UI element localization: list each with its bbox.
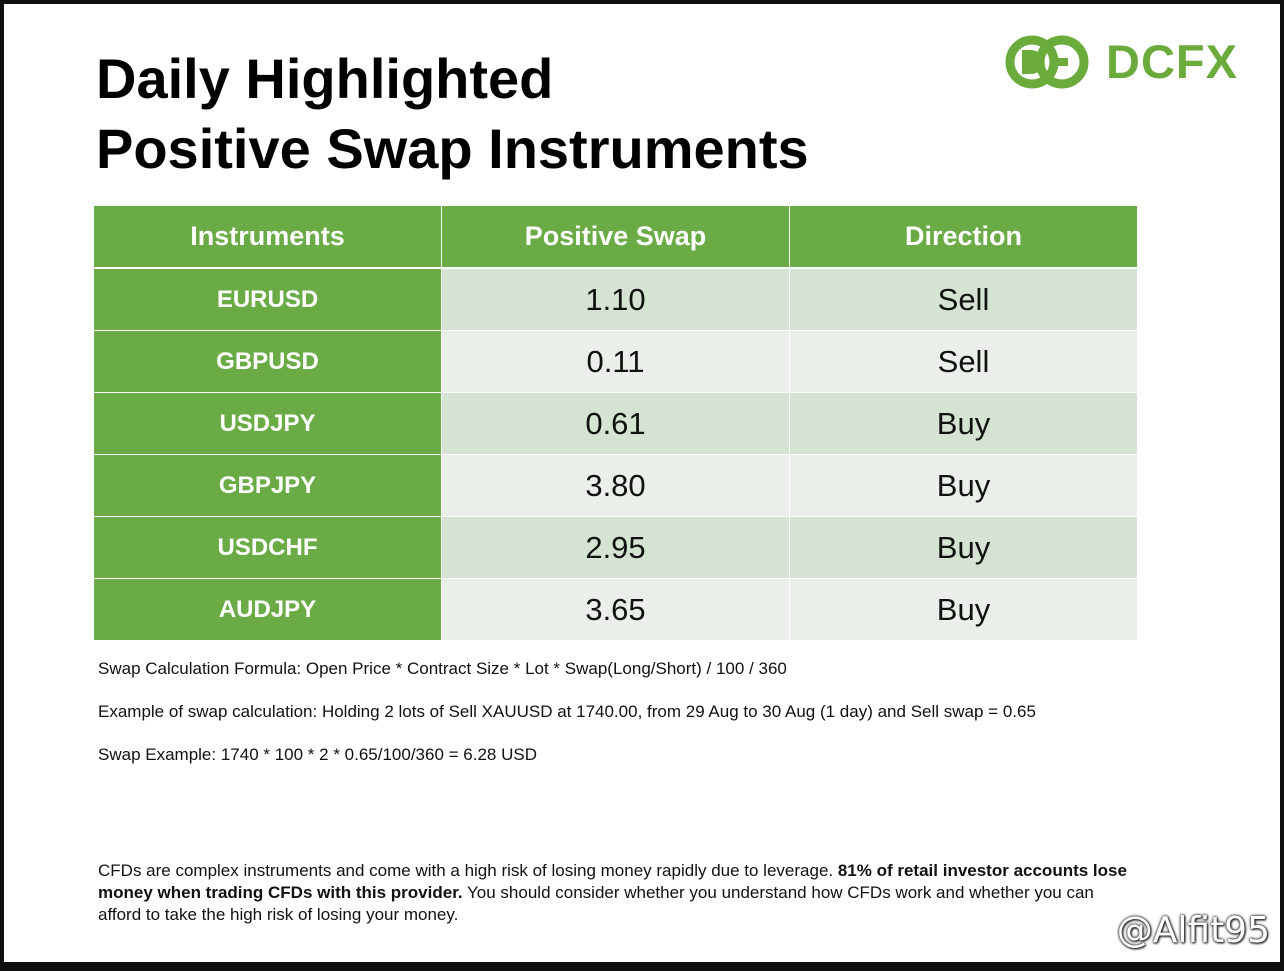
direction-cell: Buy <box>790 517 1138 579</box>
formula-note: Swap Calculation Formula: Open Price * C… <box>98 659 787 678</box>
instrument-cell: GBPJPY <box>94 455 442 517</box>
title-line-2: Positive Swap Instruments <box>96 117 809 180</box>
swap-cell: 1.10 <box>442 269 790 331</box>
direction-cell: Buy <box>790 455 1138 517</box>
swap-cell: 3.65 <box>442 579 790 641</box>
direction-cell: Buy <box>790 393 1138 455</box>
table-row: AUDJPY 3.65 Buy <box>94 579 1138 641</box>
dcfx-logo-icon <box>1005 35 1089 89</box>
header-direction: Direction <box>790 206 1138 269</box>
table-row: GBPJPY 3.80 Buy <box>94 455 1138 517</box>
disclaimer-text-1: CFDs are complex instruments and come wi… <box>98 861 838 880</box>
instrument-cell: USDJPY <box>94 393 442 455</box>
table-row: USDJPY 0.61 Buy <box>94 393 1138 455</box>
watermark: @Alfit95 <box>1081 910 1270 951</box>
header-positive-swap: Positive Swap <box>442 206 790 269</box>
slide: Daily Highlighted Positive Swap Instrume… <box>4 4 1280 962</box>
instrument-cell: USDCHF <box>94 517 442 579</box>
table-row: USDCHF 2.95 Buy <box>94 517 1138 579</box>
risk-disclaimer: CFDs are complex instruments and come wi… <box>98 860 1128 926</box>
page-title: Daily Highlighted Positive Swap Instrume… <box>96 44 809 184</box>
title-line-1: Daily Highlighted <box>96 47 554 110</box>
table-header-row: Instruments Positive Swap Direction <box>94 206 1138 269</box>
logo-text: DCFX <box>1106 35 1238 88</box>
instrument-cell: AUDJPY <box>94 579 442 641</box>
table-row: GBPUSD 0.11 Sell <box>94 331 1138 393</box>
instrument-cell: EURUSD <box>94 269 442 331</box>
platform-logo-icon <box>1083 918 1107 945</box>
swap-cell: 0.11 <box>442 331 790 393</box>
example-note: Example of swap calculation: Holding 2 l… <box>98 702 1036 721</box>
disclaimer-bold-text: 81% of retail investor accounts lose mon… <box>98 861 1127 902</box>
dcfx-logo: DCFX <box>1004 34 1238 90</box>
swap-table: Instruments Positive Swap Direction EURU… <box>94 206 1138 641</box>
swap-cell: 2.95 <box>442 517 790 579</box>
swap-notes: Swap Calculation Formula: Open Price * C… <box>98 658 1198 787</box>
disclaimer-text-2: You should consider whether you understa… <box>98 883 1094 924</box>
instrument-cell: GBPUSD <box>94 331 442 393</box>
swap-example-note: Swap Example: 1740 * 100 * 2 * 0.65/100/… <box>98 745 537 764</box>
table-row: EURUSD 1.10 Sell <box>94 269 1138 331</box>
header-instruments: Instruments <box>94 206 442 269</box>
direction-cell: Sell <box>790 269 1138 331</box>
swap-cell: 0.61 <box>442 393 790 455</box>
direction-cell: Sell <box>790 331 1138 393</box>
watermark-text: @Alfit95 <box>1116 910 1270 951</box>
direction-cell: Buy <box>790 579 1138 641</box>
swap-cell: 3.80 <box>442 455 790 517</box>
